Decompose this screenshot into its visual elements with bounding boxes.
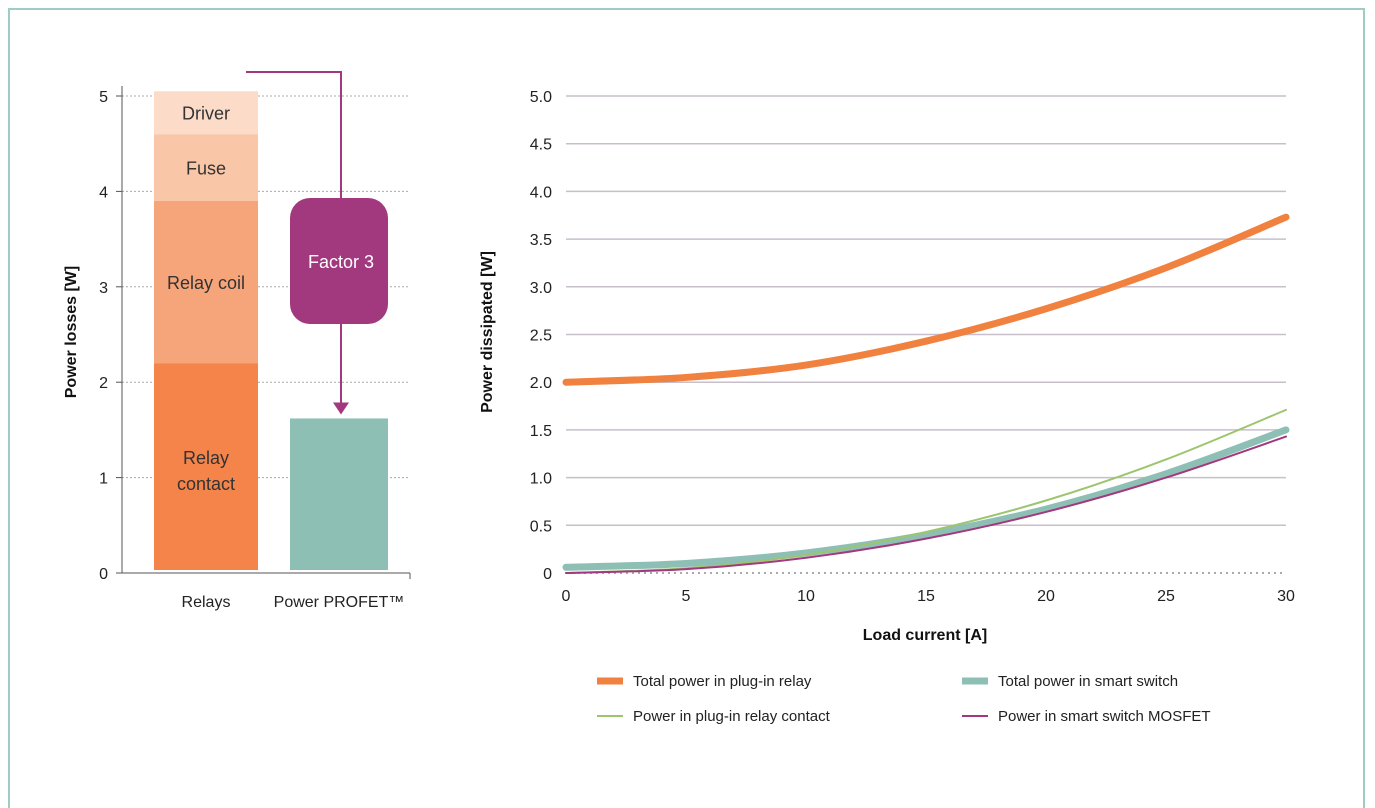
y-tick-label: 0.5: [530, 518, 552, 535]
figure-canvas: 0 1 2 3 4 5 Relays Power PROFET™ Relay contact Rel…: [63, 71, 1295, 725]
y-tick-label: 4.0: [530, 184, 552, 201]
y-tick-label: 0: [99, 566, 108, 583]
x-tick-label: Power PROFET™: [274, 594, 405, 611]
x-tick-label: Relays: [182, 594, 231, 611]
relay-contact-line: [565, 408, 1287, 574]
y-tick-label: 1.5: [530, 423, 552, 440]
factor-label: Factor 3: [308, 252, 374, 272]
mosfet-line: [565, 435, 1287, 574]
y-tick-label: 4: [99, 184, 108, 201]
y-tick-label: 3: [99, 280, 108, 297]
x-tick-label: 20: [1037, 588, 1055, 605]
y-tick-label: 1: [99, 471, 108, 488]
fuse-segment: [154, 134, 258, 201]
left-y-axis-title: Power losses [W]: [63, 266, 80, 398]
legend: Total power in plug-in relay Total power …: [597, 673, 1211, 725]
y-tick-label: 1.0: [530, 471, 552, 488]
y-tick-label: 0: [543, 566, 552, 583]
figure-frame: [8, 8, 1365, 808]
profet-bar: [290, 418, 388, 570]
legend-label: Total power in plug-in relay: [633, 673, 812, 690]
legend-label: Power in smart switch MOSFET: [998, 708, 1211, 725]
fuse-label: Fuse: [186, 159, 226, 179]
total-relay-line: [562, 213, 1290, 386]
relay-coil-label: Relay coil: [167, 273, 245, 293]
total-smart-switch-line: [562, 426, 1290, 571]
x-tick-label: 25: [1157, 588, 1175, 605]
driver-segment: [154, 91, 258, 135]
x-tick-label: 15: [917, 588, 935, 605]
relay-contact-segment: [154, 363, 258, 570]
legend-label: Power in plug-in relay contact: [633, 708, 831, 725]
x-tick-label: 30: [1277, 588, 1295, 605]
y-tick-label: 2.0: [530, 375, 552, 392]
y-tick-label: 2.5: [530, 328, 552, 345]
y-tick-label: 5: [99, 89, 108, 106]
factor-arrowhead: [333, 402, 349, 415]
relay-contact-label-line2: contact: [177, 474, 235, 494]
relay-contact-label-line1: Relay: [183, 448, 229, 468]
right-line-chart: 0 0.5 1.0 1.5 2.0 2.5 3.0 3.5 4.0 4.5 5.0 0 5 10 15 20 2…: [530, 89, 1295, 605]
x-tick-label: 0: [562, 588, 571, 605]
y-tick-label: 3.5: [530, 232, 552, 249]
left-bar-chart: 0 1 2 3 4 5 Relays Power PROFET™ Relay contact Rel…: [99, 71, 411, 611]
factor-box: [290, 198, 388, 324]
y-tick-label: 4.5: [530, 137, 552, 154]
y-tick-label: 5.0: [530, 89, 552, 106]
relay-coil-segment: [154, 200, 258, 364]
y-tick-label: 3.0: [530, 280, 552, 297]
x-tick-label: 5: [682, 588, 691, 605]
right-y-axis-title: Power dissipated [W]: [479, 251, 496, 413]
x-tick-label: 10: [797, 588, 815, 605]
right-x-axis-title: Load current [A]: [863, 627, 987, 644]
driver-label: Driver: [182, 104, 230, 124]
legend-label: Total power in smart switch: [998, 673, 1178, 690]
y-tick-label: 2: [99, 375, 108, 392]
